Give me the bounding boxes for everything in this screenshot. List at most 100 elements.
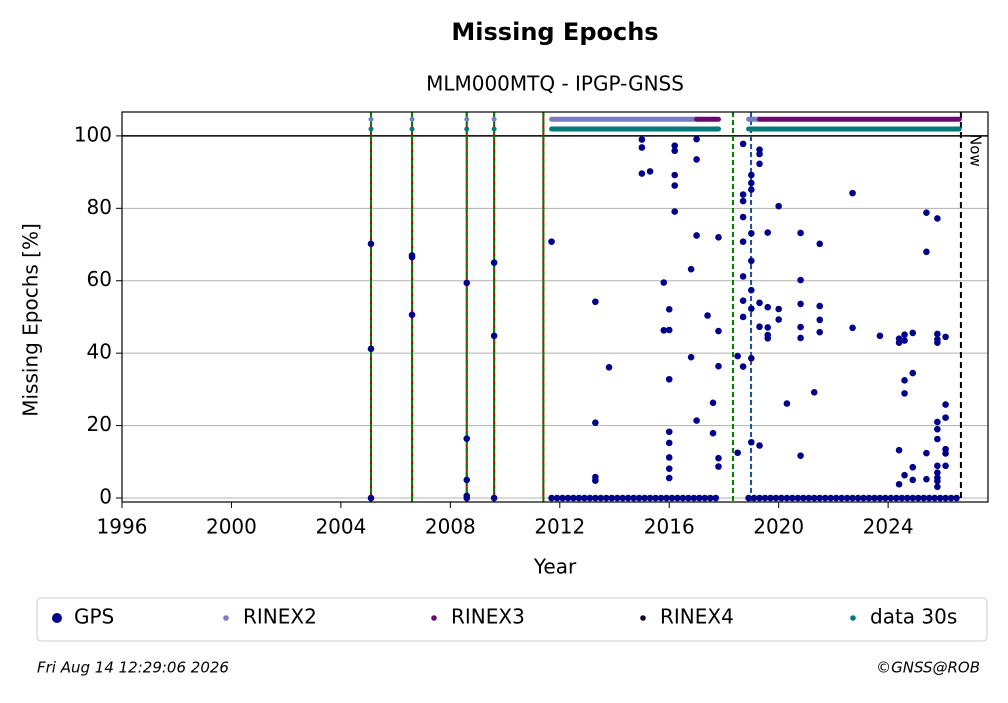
data-point <box>898 494 906 502</box>
data-point <box>778 494 785 502</box>
data-point <box>871 494 878 502</box>
plot-frame <box>121 111 989 503</box>
data-point <box>934 469 941 476</box>
data-point <box>887 494 895 502</box>
data-point <box>739 191 747 198</box>
data-point <box>665 326 673 334</box>
data-point <box>548 494 555 502</box>
data-point <box>764 303 772 311</box>
data-point <box>903 494 911 502</box>
data-point <box>696 494 703 502</box>
data-point <box>748 257 755 265</box>
data-point <box>789 494 796 502</box>
data-point <box>701 494 709 502</box>
legend-label: data 30s <box>870 605 957 629</box>
data-point <box>739 197 747 205</box>
y-tick-label: 0 <box>99 485 112 509</box>
x-tick-label: 2012 <box>534 515 585 539</box>
data-point <box>693 232 700 239</box>
data-point <box>739 213 747 221</box>
data-point <box>761 494 769 502</box>
data-point <box>838 494 845 502</box>
data-point <box>665 306 673 313</box>
data-point <box>668 494 676 502</box>
legend-label: RINEX4 <box>660 605 734 629</box>
data-point <box>909 369 917 377</box>
legend-marker <box>640 615 646 621</box>
data-point <box>923 248 930 256</box>
data-point <box>592 477 599 484</box>
data-point <box>679 494 687 502</box>
data-point <box>630 494 637 502</box>
data-point <box>671 208 679 215</box>
data-point <box>893 494 900 502</box>
data-point <box>827 494 834 502</box>
data-point <box>756 494 763 502</box>
data-point <box>942 414 949 421</box>
y-tick-label: 80 <box>87 195 112 219</box>
data-point <box>797 229 804 237</box>
data-point <box>909 476 917 484</box>
data-point <box>665 428 673 436</box>
chart-title: Missing Epochs <box>451 18 658 46</box>
data-point <box>914 494 922 502</box>
data-point <box>638 136 646 143</box>
data-point <box>745 494 752 502</box>
data-point <box>934 425 941 433</box>
data-point <box>816 316 824 324</box>
data-point <box>810 388 818 396</box>
data-point <box>734 352 741 360</box>
data-point <box>797 452 804 459</box>
data-point <box>756 442 763 449</box>
data-point <box>832 494 840 502</box>
data-point <box>597 494 605 502</box>
x-tick-label: 2016 <box>644 515 695 539</box>
data-point <box>671 147 679 155</box>
data-point <box>794 494 802 502</box>
band-segment <box>409 116 415 122</box>
data-point <box>876 494 884 502</box>
data-point <box>671 142 679 149</box>
legend-marker <box>223 615 229 621</box>
data-point <box>638 144 646 151</box>
x-tick-label: 2024 <box>863 515 914 539</box>
data-point <box>559 494 566 502</box>
data-point <box>800 494 807 502</box>
data-point <box>909 463 917 471</box>
data-point <box>605 363 613 371</box>
data-point <box>581 494 588 502</box>
footer-date: Fri Aug 14 12:29:06 2026 <box>37 659 229 677</box>
data-point <box>816 240 824 248</box>
data-point <box>920 494 927 502</box>
band-segment <box>694 116 721 122</box>
data-point <box>748 305 755 312</box>
data-point <box>638 170 646 177</box>
data-point <box>660 279 668 286</box>
data-point <box>748 179 755 187</box>
data-point <box>797 334 804 342</box>
data-point <box>463 494 471 502</box>
data-point <box>592 298 599 306</box>
data-point <box>739 297 747 304</box>
data-point <box>909 329 917 337</box>
data-point <box>586 494 594 502</box>
data-point <box>408 311 416 319</box>
data-point <box>934 483 941 491</box>
band-segment <box>368 126 374 132</box>
data-point <box>860 494 867 502</box>
data-point <box>750 494 758 502</box>
x-tick-label: 2020 <box>753 515 804 539</box>
data-point <box>660 327 668 334</box>
data-point <box>772 494 780 502</box>
band-segment <box>491 126 497 132</box>
data-point <box>408 253 416 261</box>
data-point <box>665 375 673 383</box>
legend-box <box>36 597 988 642</box>
data-point <box>619 494 627 502</box>
data-point <box>367 494 375 502</box>
data-point <box>775 316 782 323</box>
footer-credit: ©GNSS@ROB <box>876 659 980 677</box>
data-point <box>739 363 747 370</box>
y-tick-label: 20 <box>87 412 112 436</box>
